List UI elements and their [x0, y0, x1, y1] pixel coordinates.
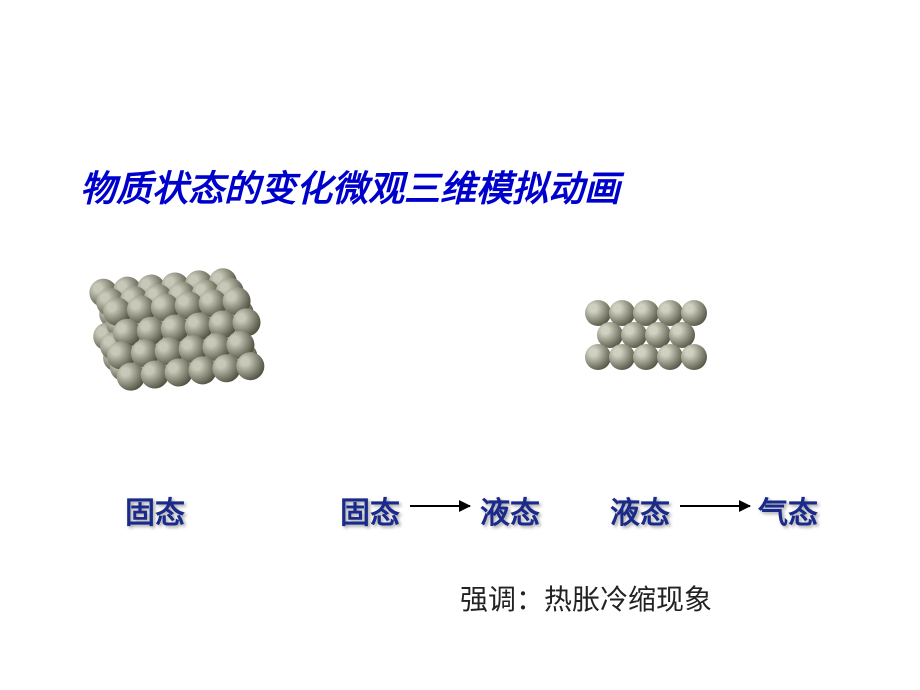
diagram-solid — [99, 252, 310, 409]
particle-sphere — [236, 351, 266, 381]
particle-sphere — [585, 344, 611, 370]
particle-sphere — [681, 344, 707, 370]
transition-arrow — [680, 505, 750, 507]
transition-arrow — [410, 505, 470, 507]
particle-sphere — [657, 344, 683, 370]
diagrams-row — [0, 260, 920, 400]
particle-sphere — [633, 344, 659, 370]
state-label: 液态 — [610, 488, 670, 532]
particle-sphere — [609, 344, 635, 370]
state-label: 固态 — [125, 488, 185, 532]
diagram-liquid — [585, 260, 745, 400]
state-label: 固态 — [340, 488, 400, 532]
footnote-text: 强调：热胀冷缩现象 — [460, 578, 712, 618]
page-title: 物质状态的变化微观三维模拟动画 — [80, 160, 620, 212]
state-label: 液态 — [480, 488, 540, 532]
state-label: 气态 — [758, 488, 818, 532]
